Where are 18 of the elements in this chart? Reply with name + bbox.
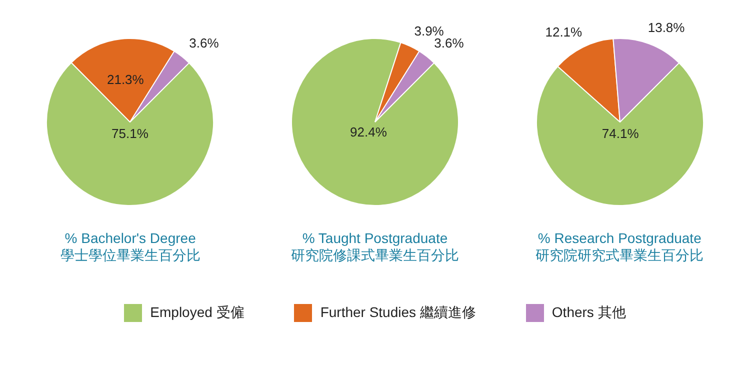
text: % Bachelor's Degree (64, 230, 197, 247)
text: 研究院修課式畢業生百分比 (290, 247, 460, 264)
legend-label: Others 其他 (552, 304, 626, 322)
data-label: 92.4% (350, 124, 388, 140)
data-label: 74.1% (602, 126, 639, 142)
text: 研究院研究式畢業生百分比 (534, 247, 705, 264)
data-label: 13.8% (647, 20, 685, 36)
data-label: 3.6% (189, 36, 220, 51)
text: % Research Postgraduate (536, 230, 702, 247)
data-label: 12.1% (544, 24, 582, 40)
data-label: 3.9% (414, 23, 444, 38)
data-label: 75.1% (112, 126, 150, 142)
text: % Taught Postgraduate (301, 230, 449, 247)
data-label: 3.6% (434, 36, 464, 51)
legend-label: Employed 受僱 (150, 304, 244, 322)
text: 學士學位畢業生百分比 (59, 247, 202, 264)
legend-label: Further Studies 繼續進修 (320, 304, 476, 322)
data-label: 21.3% (107, 72, 145, 88)
